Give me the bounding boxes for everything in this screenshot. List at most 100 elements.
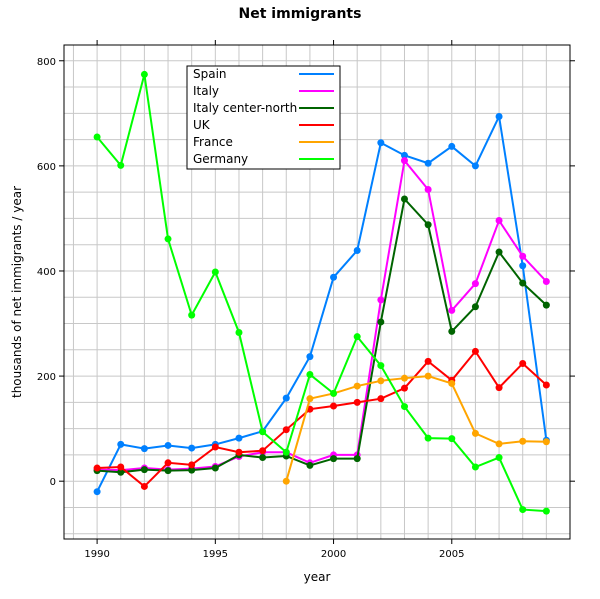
data-point-france [353, 382, 361, 390]
legend-box [186, 65, 341, 170]
data-point-germany [282, 448, 290, 456]
data-point-uk [259, 447, 267, 455]
legend-label-spain: Spain [193, 67, 227, 81]
y-tick-label: 800 [37, 57, 56, 68]
data-point-italy-center-north [448, 327, 456, 335]
data-point-spain [519, 262, 527, 270]
data-point-italy-center-north [164, 467, 172, 475]
data-point-spain [282, 394, 290, 402]
series-line-uk [97, 349, 548, 488]
data-point-germany [353, 333, 361, 341]
data-point-italy-center-north [353, 455, 361, 463]
data-point-spain [235, 434, 243, 442]
data-point-spain [140, 445, 148, 453]
data-point-italy-center-north [117, 468, 125, 476]
series-spain [93, 112, 550, 496]
data-point-uk [188, 461, 196, 469]
data-point-germany [235, 328, 243, 336]
plot-frame [63, 44, 571, 540]
data-point-spain [306, 353, 314, 361]
data-point-italy-center-north [306, 461, 314, 469]
series-line-italy [97, 158, 548, 472]
data-point-france [424, 372, 432, 380]
data-point-italy-center-north [211, 464, 219, 472]
data-point-france [282, 477, 290, 485]
data-point-spain [188, 444, 196, 452]
data-point-spain [400, 151, 408, 159]
data-point-uk [542, 381, 550, 389]
data-point-germany [519, 506, 527, 514]
series-layer [93, 70, 550, 515]
chart-title: Net immigrants [239, 6, 362, 22]
data-point-uk [211, 443, 219, 451]
y-tick-label: 600 [37, 162, 56, 173]
x-tick-label: 1995 [203, 549, 228, 560]
legend-label-italy-center-north: Italy center-north [193, 101, 297, 115]
data-point-spain [164, 441, 172, 449]
data-point-italy-center-north [424, 221, 432, 229]
data-point-italy-center-north [330, 455, 338, 463]
data-point-germany [306, 371, 314, 379]
data-point-france [519, 437, 527, 445]
data-point-italy [377, 296, 385, 304]
data-point-germany [330, 389, 338, 397]
data-point-germany [424, 434, 432, 442]
data-point-uk [93, 464, 101, 472]
legend-label-italy: Italy [193, 84, 219, 98]
x-tick-label: 1990 [84, 549, 109, 560]
data-point-spain [424, 159, 432, 167]
data-point-spain [471, 162, 479, 170]
data-point-italy-center-north [495, 248, 503, 256]
x-tick-label: 2005 [439, 549, 464, 560]
data-point-uk [235, 448, 243, 456]
data-point-uk [353, 398, 361, 406]
series-line-france [285, 375, 547, 482]
data-point-uk [140, 482, 148, 490]
y-tick-label: 200 [37, 372, 56, 383]
data-point-germany [400, 403, 408, 411]
data-point-spain [330, 273, 338, 281]
data-point-italy [542, 277, 550, 285]
data-point-germany [140, 70, 148, 78]
data-point-uk [424, 357, 432, 365]
legend-label-france: France [193, 135, 233, 149]
data-point-germany [259, 428, 267, 436]
data-point-spain [448, 142, 456, 150]
data-point-germany [448, 435, 456, 443]
data-point-uk [471, 347, 479, 355]
legend: Spain Italy Italy center-north UK France Germ… [186, 65, 341, 170]
data-point-germany [495, 454, 503, 462]
data-point-germany [188, 311, 196, 319]
data-point-france [306, 395, 314, 403]
y-tick-label: 0 [50, 477, 56, 488]
data-point-italy-center-north [259, 454, 267, 462]
data-point-germany [542, 507, 550, 515]
data-point-germany [471, 463, 479, 471]
data-point-uk [330, 402, 338, 410]
data-point-italy-center-north [519, 279, 527, 287]
legend-label-germany: Germany [193, 152, 248, 166]
data-point-france [542, 438, 550, 446]
data-point-uk [519, 359, 527, 367]
data-point-germany [377, 362, 385, 370]
data-point-germany [211, 268, 219, 276]
data-point-uk [495, 384, 503, 392]
data-point-italy [519, 252, 527, 260]
series-italy-center-north [93, 195, 550, 476]
y-tick-label: 400 [37, 267, 56, 278]
x-tick-label: 2000 [321, 549, 346, 560]
data-point-italy-center-north [140, 466, 148, 474]
data-point-italy [424, 186, 432, 194]
data-point-italy [448, 306, 456, 314]
data-point-uk [400, 384, 408, 392]
data-point-italy [400, 157, 408, 165]
data-point-germany [93, 133, 101, 141]
data-point-france [400, 374, 408, 382]
data-point-spain [117, 440, 125, 448]
data-point-uk [164, 459, 172, 467]
x-axis-label: year [304, 570, 331, 584]
legend-label-uk: UK [193, 118, 211, 132]
data-point-italy-center-north [400, 195, 408, 203]
data-point-italy-center-north [471, 303, 479, 311]
data-point-spain [93, 488, 101, 496]
